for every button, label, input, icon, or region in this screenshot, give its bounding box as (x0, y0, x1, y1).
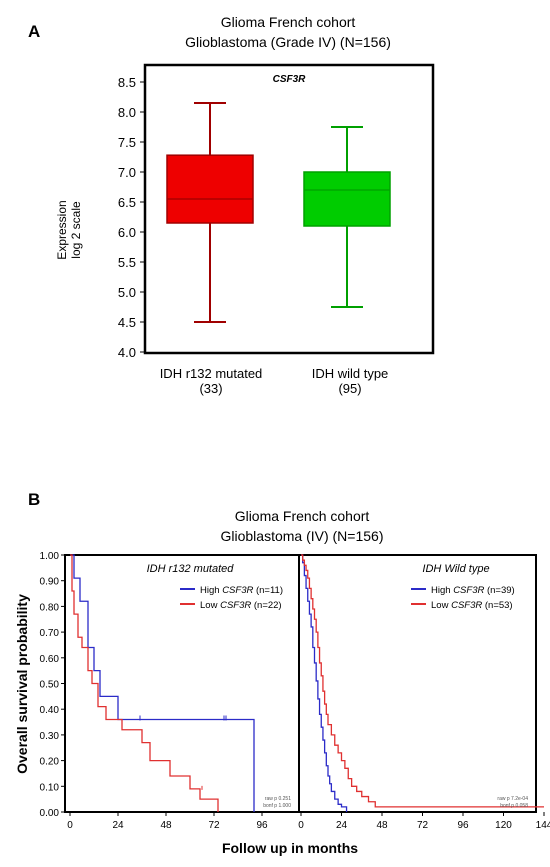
km-curve-1-0 (301, 554, 348, 812)
km-legend-label-1-0: High CSF3R (n=39) (431, 585, 515, 596)
km-ytick-label-3: 0.30 (40, 731, 60, 742)
box-plot-ylabel-line1: Expression (55, 200, 69, 260)
km-xtick-label-1-4: 96 (457, 820, 469, 831)
km-ytick-label-4: 0.40 (40, 705, 60, 716)
box-category-2: IDH wild type (95) (270, 366, 430, 396)
km-xtick-label-1-0: 0 (298, 820, 304, 831)
km-title-1: IDH Wild type (422, 563, 489, 575)
km-ytick-label-0: 0.00 (40, 808, 60, 819)
box-plot: 4.0 4.5 5.0 5.5 6.0 6.5 7.0 7.5 8.0 8.5 CSF3R (118, 63, 435, 360)
survival-plots: IDH r132 mutated 0 24 48 72 96 0.00 0.10 0.20 0.3… (40, 551, 550, 831)
km-ytick-label-1: 0.10 (40, 782, 60, 793)
km-xtick-label-1-2: 48 (376, 820, 388, 831)
km-xtick-label-1-6: 144 (536, 820, 550, 831)
km-ytick-label-9: 0.90 (40, 577, 60, 588)
km-xtick-label-0-1: 24 (112, 820, 124, 831)
box-iqr-0 (166, 154, 254, 224)
km-xtick-label-1-3: 72 (417, 820, 429, 831)
km-xtick-label-0-4: 96 (256, 820, 268, 831)
km-legend-label-0-1: Low CSF3R (n=22) (200, 600, 282, 611)
km-stats-bonf-0: bonf p 1.000 (263, 803, 291, 809)
km-stats-bonf-1: bonf p 0.058 (500, 803, 528, 809)
km-ytick-label-5: 0.50 (40, 680, 60, 691)
box-ytick-label-8: 8.0 (118, 105, 136, 120)
km-xtick-label-0-2: 48 (160, 820, 172, 831)
box-ytick-label-6: 7.0 (118, 165, 136, 180)
box-category-1-n: (33) (199, 381, 223, 396)
box-ytick-label-9: 8.5 (118, 75, 136, 90)
box-ytick-label-4: 6.0 (118, 225, 136, 240)
box-plot-title: CSF3R (273, 74, 307, 85)
box-ytick-label-1: 4.5 (118, 315, 136, 330)
km-frame-1 (298, 554, 537, 813)
km-stats-raw-0: raw p 0.251 (265, 796, 291, 802)
box-category-1-name: IDH r132 mutated (159, 366, 263, 381)
box-ytick-label-3: 5.5 (118, 255, 136, 270)
km-legend-label-1-1: Low CSF3R (n=53) (431, 600, 513, 611)
box-ytick-label-5: 6.5 (118, 195, 136, 210)
panel-a-title-line2: Glioblastoma (Grade IV) (N=156) (185, 34, 391, 50)
box-plot-ylabel: Expression log 2 scale (55, 175, 83, 285)
box-iqr-1 (303, 171, 391, 227)
km-xtick-label-0-0: 0 (67, 820, 73, 831)
survival-xlabel: Follow up in months (221, 840, 359, 856)
panel-a-title-line1: Glioma French cohort (220, 14, 356, 30)
km-title-0: IDH r132 mutated (147, 563, 235, 575)
panel-a-letter: A (28, 22, 41, 41)
survival-ylabel: Overall survival probability (14, 594, 30, 774)
km-ytick-label-7: 0.70 (40, 628, 60, 639)
panel-b-title-line2: Glioblastoma (IV) (N=156) (220, 528, 384, 544)
km-xtick-label-1-5: 120 (495, 820, 512, 831)
box-ytick-label-0: 4.0 (118, 345, 136, 360)
km-stats-raw-1: raw p 7.2e-04 (497, 796, 528, 802)
km-legend-label-0-0: High CSF3R (n=11) (200, 585, 283, 596)
km-xtick-label-1-1: 24 (336, 820, 348, 831)
panel-b-title-line1: Glioma French cohort (234, 508, 370, 524)
km-curve-0-1 (70, 554, 219, 812)
box-category-2-n: (95) (338, 381, 362, 396)
box-plot-ylabel-line2: log 2 scale (69, 201, 83, 259)
km-xtick-label-0-3: 72 (208, 820, 220, 831)
km-ytick-label-6: 0.60 (40, 654, 60, 665)
km-curve-1-1 (301, 554, 544, 808)
km-curve-0-0 (70, 554, 255, 812)
km-ytick-label-8: 0.80 (40, 602, 60, 613)
box-ytick-label-2: 5.0 (118, 285, 136, 300)
box-category-1: IDH r132 mutated (33) (131, 366, 291, 396)
km-ytick-label-10: 1.00 (40, 551, 60, 562)
box-ytick-label-7: 7.5 (118, 135, 136, 150)
km-ytick-label-2: 0.20 (40, 757, 60, 768)
box-category-2-name: IDH wild type (311, 366, 389, 381)
panel-b-letter: B (28, 490, 41, 509)
